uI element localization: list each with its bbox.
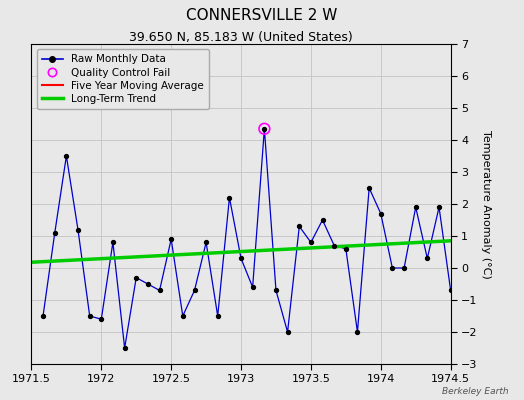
Point <box>74 226 82 233</box>
Point <box>342 246 350 252</box>
Point <box>62 153 71 159</box>
Text: Berkeley Earth: Berkeley Earth <box>442 387 508 396</box>
Point <box>318 217 326 223</box>
Point <box>446 287 455 294</box>
Point <box>260 126 269 132</box>
Point <box>248 284 257 290</box>
Text: CONNERSVILLE 2 W: CONNERSVILLE 2 W <box>187 8 337 23</box>
Point <box>435 204 443 210</box>
Point <box>97 316 105 322</box>
Point <box>190 287 199 294</box>
Point <box>295 223 303 230</box>
Point <box>202 239 210 246</box>
Point <box>283 329 292 335</box>
Point <box>307 239 315 246</box>
Point <box>272 287 280 294</box>
Point <box>423 255 431 262</box>
Point <box>108 239 117 246</box>
Point <box>400 265 408 271</box>
Point <box>51 230 59 236</box>
Point <box>213 313 222 319</box>
Point <box>353 329 362 335</box>
Y-axis label: Temperature Anomaly (°C): Temperature Anomaly (°C) <box>482 130 492 278</box>
Point <box>377 210 385 217</box>
Point <box>156 287 164 294</box>
Point <box>237 255 245 262</box>
Point <box>260 126 269 132</box>
Point <box>388 265 397 271</box>
Point <box>121 345 129 351</box>
Title: 39.650 N, 85.183 W (United States): 39.650 N, 85.183 W (United States) <box>129 31 353 44</box>
Point <box>144 281 152 287</box>
Point <box>225 194 234 201</box>
Point <box>365 185 374 191</box>
Point <box>179 313 187 319</box>
Point <box>411 204 420 210</box>
Point <box>330 242 339 249</box>
Point <box>132 274 140 281</box>
Point <box>85 313 94 319</box>
Point <box>167 236 176 242</box>
Legend: Raw Monthly Data, Quality Control Fail, Five Year Moving Average, Long-Term Tren: Raw Monthly Data, Quality Control Fail, … <box>37 49 209 109</box>
Point <box>39 313 47 319</box>
